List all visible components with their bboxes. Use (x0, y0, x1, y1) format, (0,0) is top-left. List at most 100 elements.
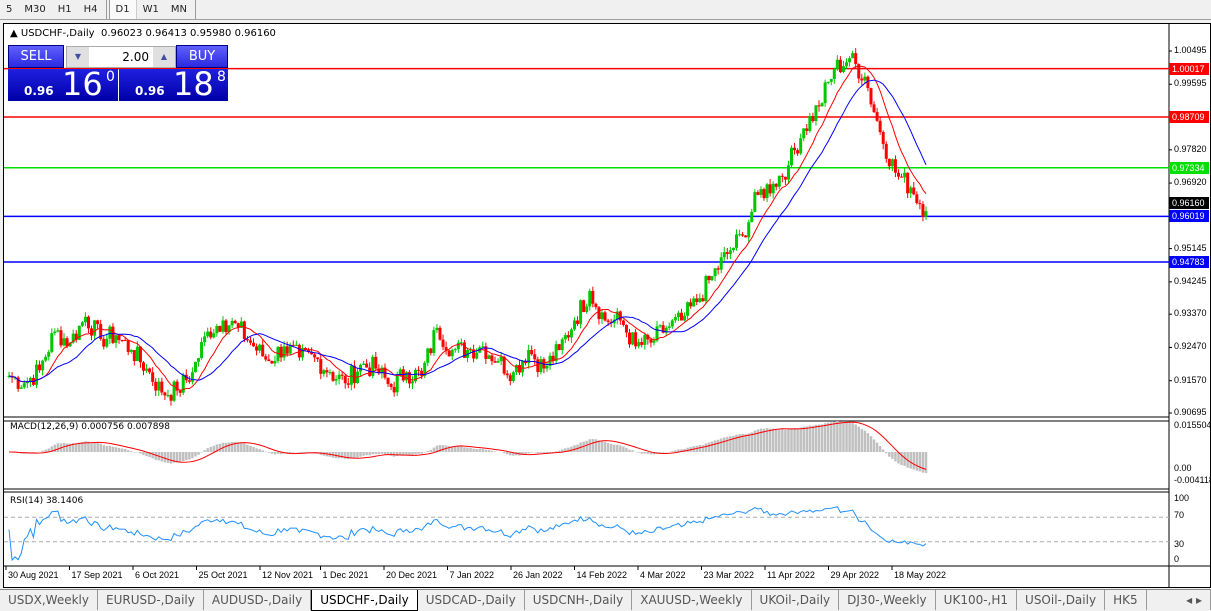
lot-size-input[interactable]: 2.00 (122, 50, 149, 64)
chart-tab[interactable]: UK100-,H1 (936, 590, 1018, 610)
bear-candle (915, 194, 919, 204)
bear-candle (502, 356, 506, 374)
bull-candle (734, 234, 738, 248)
bull-candle (777, 175, 781, 187)
price-tick-label: 0.94245 (1174, 275, 1207, 286)
bull-candle (398, 369, 402, 375)
lot-size-stepper[interactable]: ▼ 2.00 ▲ (66, 46, 176, 68)
bull-candle (380, 367, 384, 374)
price-tick-label: 0.96920 (1174, 177, 1207, 188)
bull-candle (282, 346, 286, 358)
bear-candle (307, 349, 311, 352)
bear-candle (407, 372, 411, 384)
bear-candle (389, 383, 393, 387)
bear-candle (866, 76, 870, 89)
bear-candle (741, 234, 745, 236)
chart-tab[interactable]: USDX,Weekly (0, 590, 98, 610)
decrease-lot-button[interactable]: ▼ (67, 47, 89, 67)
bull-candle (227, 325, 231, 332)
bear-candle (252, 342, 256, 347)
timeframe-d1[interactable]: D1 (108, 0, 137, 19)
price-chart[interactable] (4, 24, 1210, 587)
increase-lot-button[interactable]: ▲ (153, 47, 175, 67)
bull-candle (212, 333, 216, 338)
bear-candle (854, 53, 858, 65)
time-tick-label: 26 Jan 2022 (513, 570, 563, 580)
bear-candle (780, 175, 784, 177)
chart-tab[interactable]: USDCNH-,Daily (525, 590, 633, 610)
price-tick-label: 0.99595 (1174, 78, 1207, 89)
bull-candle (814, 105, 818, 122)
collapse-triangle-icon[interactable]: ▲ (10, 28, 18, 39)
bull-candle (68, 342, 72, 347)
bear-candle (148, 368, 152, 373)
bear-candle (707, 276, 711, 281)
bull-candle (172, 381, 176, 401)
bear-candle (111, 326, 115, 343)
bear-candle (921, 204, 925, 217)
bear-candle (74, 333, 78, 340)
timeframe-w1[interactable]: W1 (142, 4, 159, 15)
sell-price-pips: 16 (62, 69, 103, 101)
bear-candle (524, 361, 528, 364)
timeframe-mn[interactable]: MN (170, 4, 187, 15)
bear-candle (154, 381, 158, 391)
bear-candle (178, 390, 182, 393)
bear-candle (270, 361, 274, 364)
bull-candle (832, 69, 836, 79)
chart-header: ▲ USDCHF-,Daily 0.96023 0.96413 0.95980 … (10, 28, 276, 39)
chart-tab[interactable]: DJ30-,Weekly (839, 590, 936, 610)
chart-tab[interactable]: USDCHF-,Daily (311, 590, 418, 611)
bull-candle (337, 374, 341, 379)
sell-button[interactable]: SELL (8, 45, 64, 68)
bull-candle (845, 62, 849, 67)
chart-tab[interactable]: XAUUSD-,Weekly (632, 590, 752, 610)
bear-candle (860, 78, 864, 81)
bear-candle (530, 350, 534, 355)
bull-candle (362, 363, 366, 365)
bear-candle (484, 346, 488, 359)
tab-scroll-arrows-icon[interactable]: ◂ ▸ (1178, 590, 1211, 610)
bull-candle (371, 356, 375, 377)
timeframe-m15[interactable]: 5 (6, 4, 13, 15)
bear-candle (912, 187, 916, 195)
chart-tab[interactable]: USDCAD-,Daily (418, 590, 525, 610)
bear-candle (875, 112, 879, 121)
bull-candle (848, 58, 852, 63)
bear-candle (624, 325, 628, 333)
bear-candle (462, 342, 466, 358)
time-tick-label: 4 Mar 2022 (640, 570, 686, 580)
price-tick-label: 0.97820 (1174, 143, 1207, 154)
chart-tab[interactable]: EURUSD-,Daily (98, 590, 204, 610)
price-tick-label: 0.95145 (1174, 242, 1207, 253)
chart-window[interactable]: ▲ USDCHF-,Daily 0.96023 0.96413 0.95980 … (3, 23, 1211, 588)
buy-price[interactable]: 0.96 18 8 (119, 69, 228, 101)
chart-tab[interactable]: UKOil-,Daily (752, 590, 840, 610)
chart-tab[interactable]: HK5 (1105, 590, 1147, 610)
bull-candle (643, 335, 647, 345)
bull-candle (676, 312, 680, 318)
bear-candle (386, 377, 390, 384)
bear-candle (438, 327, 442, 340)
bear-candle (606, 320, 610, 322)
bear-candle (447, 350, 451, 357)
bull-candle (258, 344, 262, 351)
bear-candle (346, 383, 350, 385)
chart-tab[interactable]: USOil-,Daily (1017, 590, 1106, 610)
bull-candle (771, 183, 775, 194)
bear-candle (490, 355, 494, 362)
timeframe-m30[interactable]: M30 (24, 4, 46, 15)
rsi-line (8, 506, 927, 562)
timeframe-h1[interactable]: H1 (57, 4, 72, 15)
sell-price[interactable]: 0.96 16 0 (8, 69, 118, 101)
indicator-tick-label: 0.015504 (1174, 420, 1211, 430)
buy-button[interactable]: BUY (176, 45, 228, 68)
bull-candle (193, 361, 197, 373)
bear-candle (325, 370, 329, 373)
bull-candle (759, 189, 763, 195)
bull-candle (851, 53, 855, 59)
timeframe-h4[interactable]: H4 (83, 4, 98, 15)
chart-tab[interactable]: AUDUSD-,Daily (204, 590, 312, 610)
bear-candle (796, 150, 800, 154)
bull-candle (62, 338, 66, 346)
